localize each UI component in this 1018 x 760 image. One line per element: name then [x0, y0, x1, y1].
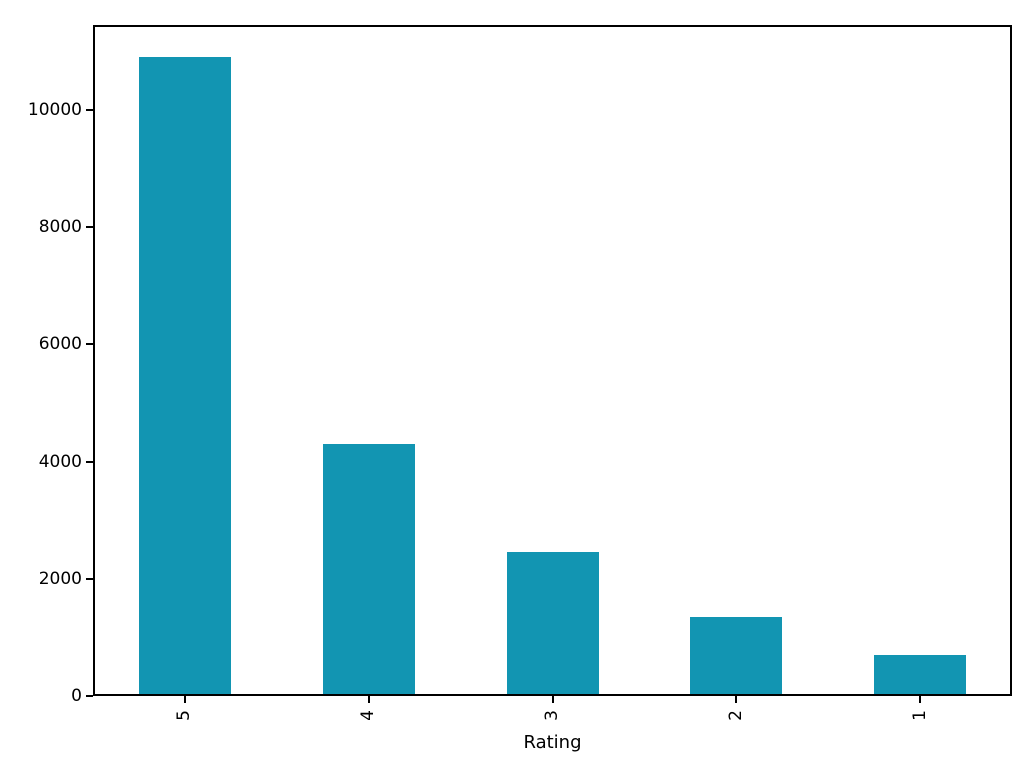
y-tick-mark-4000	[86, 460, 93, 463]
y-tick-mark-0	[86, 695, 93, 697]
x-tick-label-1: 1	[909, 709, 930, 721]
y-tick-mark-2000	[86, 577, 93, 580]
y-tick-mark-8000	[86, 226, 93, 229]
y-tick-label-4000: 4000	[38, 451, 82, 472]
bar-rating-4	[322, 444, 415, 694]
bar-rating-3	[506, 552, 599, 694]
x-tick-mark-4	[367, 696, 370, 703]
y-tick-label-6000: 6000	[38, 334, 82, 355]
x-tick-label-4: 4	[358, 709, 379, 721]
y-tick-label-10000: 10000	[27, 99, 82, 120]
x-tick-label-3: 3	[541, 709, 562, 721]
bar-rating-1	[874, 654, 967, 694]
y-tick-label-2000: 2000	[38, 568, 82, 589]
x-tick-label-5: 5	[174, 709, 195, 721]
bar-rating-2	[690, 616, 783, 694]
y-tick-mark-6000	[86, 343, 93, 346]
x-tick-mark-5	[183, 696, 186, 703]
y-tick-mark-10000	[86, 108, 93, 111]
x-tick-mark-2	[735, 696, 738, 703]
y-tick-label-0: 0	[71, 686, 82, 706]
x-tick-label-2: 2	[725, 709, 746, 721]
x-axis-label: Rating	[523, 732, 582, 753]
x-tick-mark-3	[551, 696, 554, 703]
bar-rating-5	[138, 57, 231, 694]
y-tick-label-8000: 8000	[38, 217, 82, 238]
x-tick-mark-1	[919, 696, 922, 703]
